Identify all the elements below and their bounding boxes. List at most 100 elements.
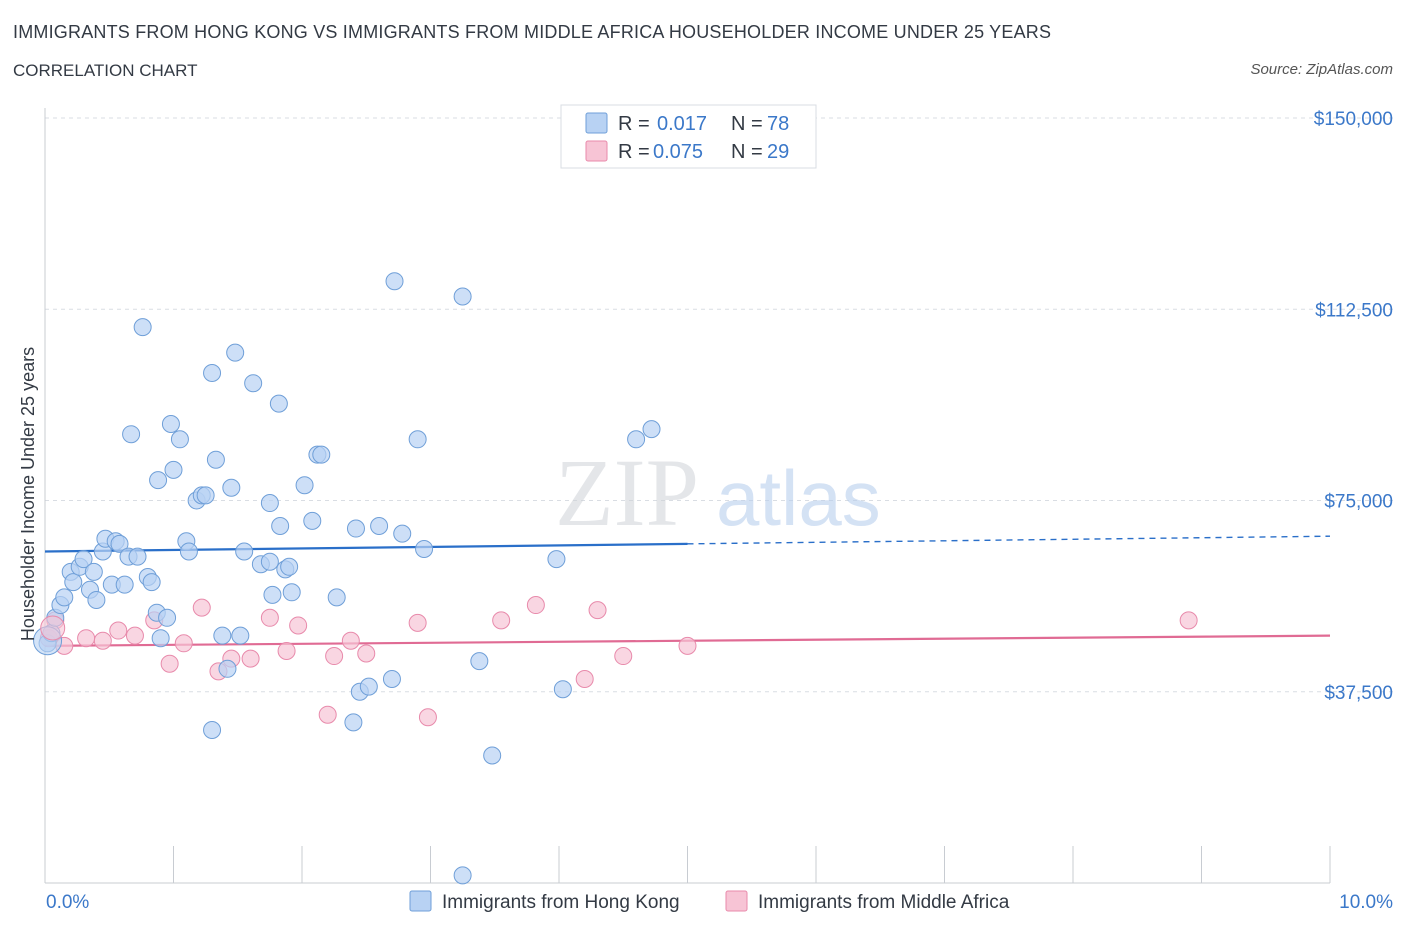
hong-kong-point <box>149 471 168 490</box>
chart-subtitle: CORRELATION CHART <box>13 61 198 80</box>
hong-kong-point <box>218 659 237 678</box>
hong-kong-point <box>122 425 141 444</box>
middle-africa-point <box>418 708 437 727</box>
legend-r-label: R = <box>618 141 650 163</box>
x-tick-label: 10.0% <box>1339 892 1393 913</box>
middle-africa-point <box>241 649 260 668</box>
hong-kong-point <box>170 430 189 449</box>
y-tick-label: $75,000 <box>1324 492 1393 513</box>
middle-africa-point <box>588 601 607 620</box>
hong-kong-point <box>222 478 241 497</box>
middle-africa-point <box>40 615 66 641</box>
hong-kong-point <box>231 626 250 645</box>
hong-kong-point <box>415 539 434 558</box>
hong-kong-point <box>260 494 279 513</box>
data-points <box>33 272 1198 885</box>
hong-kong-point <box>303 511 322 530</box>
middle-africa-point <box>492 611 511 630</box>
hong-kong-point <box>74 550 93 569</box>
legend-r-label: R = <box>618 113 650 135</box>
hong-kong-point <box>408 430 427 449</box>
hong-kong-point <box>260 552 279 571</box>
grid-lines <box>45 117 1395 693</box>
hong-kong-point <box>382 670 401 688</box>
hong-kong-point <box>161 415 180 433</box>
hong-kong-point <box>327 588 346 607</box>
hong-kong-point <box>64 573 83 592</box>
hong-kong-point <box>483 746 502 765</box>
hong-kong-point <box>470 652 489 671</box>
middle-africa-point <box>174 634 193 653</box>
hong-kong-point <box>142 573 161 592</box>
legend-r-value: 0.075 <box>653 141 703 163</box>
y-tick-labels: $37,500 $75,000 $112,500 $150,000 <box>1314 109 1393 704</box>
legend-swatch-hong-kong <box>585 112 608 134</box>
middle-africa-point <box>357 644 376 663</box>
axes <box>44 108 1331 884</box>
hong-kong-point <box>359 677 378 696</box>
legend-label-middle-africa: Immigrants from Middle Africa <box>758 892 1010 913</box>
legend-n-label: N = <box>731 113 763 135</box>
middle-africa-point <box>192 598 211 617</box>
hong-kong-point <box>226 343 245 362</box>
legend-r-value: 0.017 <box>657 113 707 135</box>
hong-kong-point <box>115 575 134 594</box>
legend-swatch-middle-africa <box>585 140 608 162</box>
x-tick-label: 0.0% <box>46 892 89 913</box>
hong-kong-point <box>179 542 198 561</box>
middle-africa-point <box>109 621 128 640</box>
legend-swatch-middle-africa <box>725 890 748 912</box>
middle-africa-point <box>260 608 279 627</box>
middle-africa-point <box>160 654 179 673</box>
chart-title: IMMIGRANTS FROM HONG KONG VS IMMIGRANTS … <box>13 22 1052 42</box>
hong-kong-point <box>87 590 106 609</box>
hong-kong-point <box>312 445 331 464</box>
hong-kong-point <box>196 486 215 505</box>
legend-label-hong-kong: Immigrants from Hong Kong <box>442 892 680 913</box>
hong-kong-point <box>642 420 661 439</box>
y-tick-label: $150,000 <box>1314 109 1393 130</box>
source-credit: Source: ZipAtlas.com <box>1250 61 1393 78</box>
middle-africa-point <box>341 631 360 650</box>
middle-africa-point <box>408 613 427 632</box>
hong-kong-point <box>393 524 412 543</box>
hong-kong-point <box>271 517 290 535</box>
hong-kong-point <box>269 394 288 413</box>
middle-africa-point <box>575 670 594 688</box>
legend-swatch-hong-kong <box>409 890 432 912</box>
hong-kong-point <box>55 588 74 607</box>
hong-kong-point <box>164 460 183 479</box>
middle-africa-point <box>289 616 308 635</box>
middle-africa-point <box>678 636 697 655</box>
legend-n-value: 29 <box>767 141 789 163</box>
hong-kong-point <box>344 713 363 732</box>
middle-africa-point <box>277 641 296 660</box>
hong-kong-point <box>235 542 254 561</box>
middle-africa-point <box>325 647 344 666</box>
hong-kong-point <box>346 519 365 538</box>
hong-kong-point <box>627 430 646 449</box>
hong-kong-trend-line <box>44 542 688 553</box>
hong-kong-point <box>203 721 222 739</box>
hong-kong-point <box>263 585 282 604</box>
y-tick-label: $37,500 <box>1324 683 1393 704</box>
watermark: ZIP atlas <box>555 439 881 546</box>
hong-kong-point <box>128 547 147 566</box>
legend-n-label: N = <box>731 141 763 163</box>
y-tick-label: $112,500 <box>1315 300 1393 321</box>
middle-africa-point <box>614 647 633 666</box>
hong-kong-point <box>553 680 572 699</box>
x-tick-labels: 0.0% 10.0% <box>46 892 1393 913</box>
hong-kong-point <box>213 626 232 645</box>
middle-africa-point <box>1179 611 1198 630</box>
hong-kong-point <box>110 534 129 553</box>
y-axis-label: Householder Income Under 25 years <box>18 347 38 641</box>
hong-kong-point <box>370 517 389 535</box>
hong-kong-point <box>295 476 314 495</box>
middle-africa-point <box>318 705 337 724</box>
middle-africa-point <box>526 596 545 615</box>
hong-kong-point <box>453 866 472 885</box>
legend-n-value: 78 <box>767 113 789 135</box>
hong-kong-point <box>206 450 225 469</box>
